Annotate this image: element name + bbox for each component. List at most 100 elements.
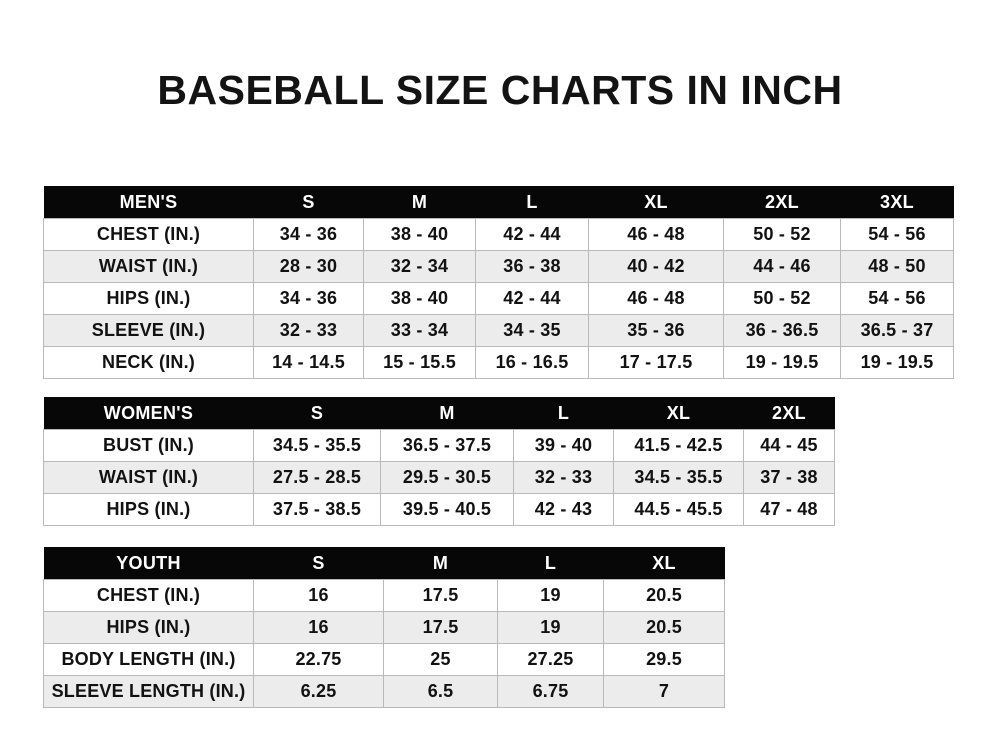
cell: 19 - 19.5 — [840, 346, 954, 379]
cell: 38 - 40 — [363, 282, 476, 315]
womens-size-chart: WOMEN'S S M L XL 2XL BUST (IN.) 34.5 - 3… — [43, 397, 835, 526]
cell: 32 - 34 — [363, 250, 476, 283]
cell: 37 - 38 — [743, 461, 835, 494]
cell: 44.5 - 45.5 — [613, 493, 744, 526]
table-row: CHEST (IN.) 16 17.5 19 20.5 — [43, 579, 725, 612]
mens-size-table: MEN'S S M L XL 2XL 3XL CHEST (IN.) 34 - … — [43, 186, 954, 379]
mens-col-m: M — [363, 186, 476, 219]
cell: 19 - 19.5 — [723, 346, 841, 379]
table-row: NECK (IN.) 14 - 14.5 15 - 15.5 16 - 16.5… — [43, 346, 954, 379]
cell: 46 - 48 — [588, 282, 724, 315]
cell: 39 - 40 — [513, 429, 614, 462]
cell: 36.5 - 37 — [840, 314, 954, 347]
cell: 34 - 35 — [475, 314, 589, 347]
table-row: BODY LENGTH (IN.) 22.75 25 27.25 29.5 — [43, 643, 725, 676]
table-row: WAIST (IN.) 28 - 30 32 - 34 36 - 38 40 -… — [43, 250, 954, 283]
mens-corner-label: MEN'S — [43, 186, 254, 219]
cell: 16 — [253, 611, 384, 644]
row-label-hips: HIPS (IN.) — [43, 611, 254, 644]
cell: 38 - 40 — [363, 218, 476, 251]
cell: 17.5 — [383, 579, 498, 612]
cell: 7 — [603, 675, 725, 708]
cell: 42 - 44 — [475, 282, 589, 315]
cell: 6.5 — [383, 675, 498, 708]
cell: 25 — [383, 643, 498, 676]
cell: 44 - 45 — [743, 429, 835, 462]
mens-header-row: MEN'S S M L XL 2XL 3XL — [43, 186, 954, 219]
cell: 19 — [497, 579, 604, 612]
cell: 44 - 46 — [723, 250, 841, 283]
cell: 36.5 - 37.5 — [380, 429, 514, 462]
cell: 29.5 — [603, 643, 725, 676]
cell: 40 - 42 — [588, 250, 724, 283]
womens-corner-label: WOMEN'S — [43, 397, 254, 430]
table-row: BUST (IN.) 34.5 - 35.5 36.5 - 37.5 39 - … — [43, 429, 835, 462]
cell: 34.5 - 35.5 — [613, 461, 744, 494]
mens-col-xl: XL — [588, 186, 724, 219]
row-label-hips: HIPS (IN.) — [43, 282, 254, 315]
womens-size-table: WOMEN'S S M L XL 2XL BUST (IN.) 34.5 - 3… — [43, 397, 835, 526]
cell: 34.5 - 35.5 — [253, 429, 381, 462]
cell: 34 - 36 — [253, 218, 364, 251]
womens-col-xl: XL — [613, 397, 744, 430]
cell: 16 - 16.5 — [475, 346, 589, 379]
cell: 29.5 - 30.5 — [380, 461, 514, 494]
cell: 36 - 38 — [475, 250, 589, 283]
cell: 27.25 — [497, 643, 604, 676]
cell: 48 - 50 — [840, 250, 954, 283]
womens-col-s: S — [253, 397, 381, 430]
row-label-waist: WAIST (IN.) — [43, 250, 254, 283]
cell: 17 - 17.5 — [588, 346, 724, 379]
cell: 16 — [253, 579, 384, 612]
cell: 19 — [497, 611, 604, 644]
table-row: WAIST (IN.) 27.5 - 28.5 29.5 - 30.5 32 -… — [43, 461, 835, 494]
youth-col-m: M — [383, 547, 498, 580]
cell: 15 - 15.5 — [363, 346, 476, 379]
cell: 41.5 - 42.5 — [613, 429, 744, 462]
cell: 46 - 48 — [588, 218, 724, 251]
cell: 34 - 36 — [253, 282, 364, 315]
cell: 37.5 - 38.5 — [253, 493, 381, 526]
cell: 20.5 — [603, 579, 725, 612]
cell: 20.5 — [603, 611, 725, 644]
youth-header-row: YOUTH S M L XL — [43, 547, 725, 580]
cell: 17.5 — [383, 611, 498, 644]
cell: 42 - 43 — [513, 493, 614, 526]
youth-size-table: YOUTH S M L XL CHEST (IN.) 16 17.5 19 20… — [43, 547, 725, 708]
mens-col-l: L — [475, 186, 589, 219]
table-row: SLEEVE LENGTH (IN.) 6.25 6.5 6.75 7 — [43, 675, 725, 708]
row-label-waist: WAIST (IN.) — [43, 461, 254, 494]
cell: 6.75 — [497, 675, 604, 708]
womens-col-m: M — [380, 397, 514, 430]
table-row: HIPS (IN.) 16 17.5 19 20.5 — [43, 611, 725, 644]
mens-col-s: S — [253, 186, 364, 219]
cell: 27.5 - 28.5 — [253, 461, 381, 494]
row-label-sleeve: SLEEVE (IN.) — [43, 314, 254, 347]
row-label-neck: NECK (IN.) — [43, 346, 254, 379]
cell: 32 - 33 — [253, 314, 364, 347]
table-row: CHEST (IN.) 34 - 36 38 - 40 42 - 44 46 -… — [43, 218, 954, 251]
youth-col-xl: XL — [603, 547, 725, 580]
cell: 54 - 56 — [840, 218, 954, 251]
table-row: HIPS (IN.) 37.5 - 38.5 39.5 - 40.5 42 - … — [43, 493, 835, 526]
mens-col-2xl: 2XL — [723, 186, 841, 219]
cell: 39.5 - 40.5 — [380, 493, 514, 526]
cell: 33 - 34 — [363, 314, 476, 347]
cell: 14 - 14.5 — [253, 346, 364, 379]
cell: 22.75 — [253, 643, 384, 676]
mens-col-3xl: 3XL — [840, 186, 954, 219]
youth-col-s: S — [253, 547, 384, 580]
womens-col-l: L — [513, 397, 614, 430]
cell: 6.25 — [253, 675, 384, 708]
row-label-chest: CHEST (IN.) — [43, 579, 254, 612]
row-label-body-length: BODY LENGTH (IN.) — [43, 643, 254, 676]
cell: 28 - 30 — [253, 250, 364, 283]
youth-corner-label: YOUTH — [43, 547, 254, 580]
cell: 42 - 44 — [475, 218, 589, 251]
page-title: BASEBALL SIZE CHARTS IN INCH — [157, 67, 843, 113]
row-label-hips: HIPS (IN.) — [43, 493, 254, 526]
cell: 47 - 48 — [743, 493, 835, 526]
table-row: HIPS (IN.) 34 - 36 38 - 40 42 - 44 46 - … — [43, 282, 954, 315]
womens-header-row: WOMEN'S S M L XL 2XL — [43, 397, 835, 430]
